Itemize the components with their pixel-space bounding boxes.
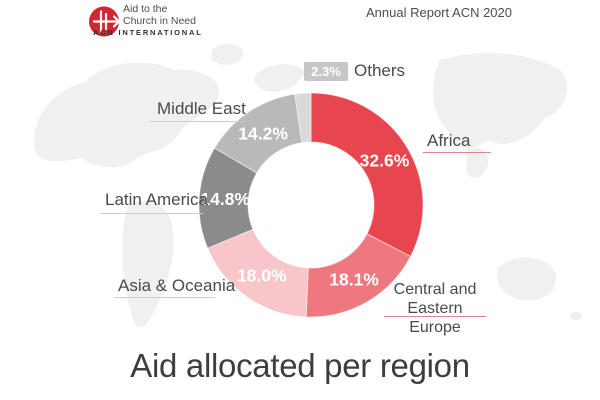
map-new-zealand: [570, 312, 582, 320]
label-asia-oceania: Asia & Oceania: [118, 276, 236, 295]
label-central-eastern-europe: Central and Eastern Europe: [393, 281, 477, 336]
map-north-america: [34, 62, 220, 168]
logo-org-label: ACN INTERNATIONAL: [93, 28, 203, 37]
label-others: Others: [354, 61, 406, 80]
map-india: [466, 148, 489, 178]
map-asia: [433, 53, 568, 149]
logo-name-line1: Aid to the: [123, 3, 168, 15]
label-latin-america-underline: [100, 213, 203, 214]
donut-value-central-and-eastern-europe: 18.1%: [329, 269, 379, 289]
label-asia-oceania-underline: [114, 297, 215, 298]
label-africa-underline: [423, 152, 491, 153]
map-south-america: [122, 201, 174, 328]
map-greenland: [212, 43, 244, 65]
donut-segment-africa: [310, 92, 424, 258]
donut-hole: [248, 142, 374, 268]
annual-report-label: Annual Report ACN 2020: [366, 5, 512, 20]
chart-title: Aid allocated per region: [130, 347, 470, 384]
acn-logo-icon: [89, 6, 121, 37]
donut-segment-others: [294, 92, 312, 144]
label-latin-america: Latin America: [105, 190, 208, 209]
label-middle-east-underline: [150, 121, 245, 122]
label-middle-east: Middle East: [157, 99, 246, 118]
label-africa: Africa: [427, 131, 471, 150]
donut-value-middle-east: 14.2%: [238, 124, 288, 144]
others-value-badge: 2.3%: [304, 62, 348, 81]
logo-name-line2: Church in Need: [123, 14, 196, 27]
donut-value-latin-america: 14.8%: [200, 189, 250, 209]
donut-value-asia-oceania: 18.0%: [237, 266, 287, 286]
map-australia: [496, 257, 556, 301]
map-europe: [254, 64, 305, 92]
label-central-eastern-europe-underline: [384, 316, 486, 317]
donut-value-africa: 32.6%: [360, 150, 410, 170]
acn-logo-name: Aid to the Church in Need: [123, 3, 196, 27]
